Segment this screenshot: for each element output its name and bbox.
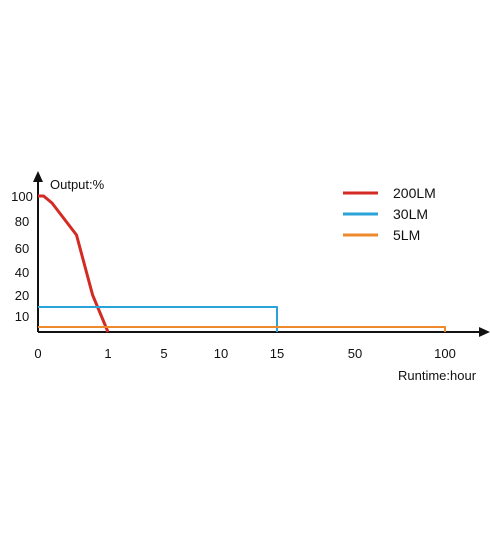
y-tick-labels: 100 80 60 40 20 10 — [11, 189, 33, 324]
x-tick-label: 100 — [434, 346, 456, 361]
x-axis-arrow — [479, 327, 490, 337]
y-axis-arrow — [33, 171, 43, 182]
y-tick-label: 20 — [15, 288, 29, 303]
y-tick-label: 60 — [15, 241, 29, 256]
legend-label: 5LM — [393, 227, 420, 243]
series-lines — [38, 194, 446, 333]
y-tick-label: 100 — [11, 189, 33, 204]
legend: 200LM 30LM 5LM — [343, 185, 436, 243]
x-tick-label: 50 — [348, 346, 362, 361]
x-tick-label: 5 — [160, 346, 167, 361]
legend-label: 200LM — [393, 185, 436, 201]
x-tick-label: 1 — [104, 346, 111, 361]
series-line-30lm — [38, 306, 278, 332]
x-tick-label: 15 — [270, 346, 284, 361]
y-axis-label: Output:% — [50, 177, 105, 192]
y-tick-label: 10 — [15, 309, 29, 324]
y-tick-label: 40 — [15, 265, 29, 280]
x-tick-label: 10 — [214, 346, 228, 361]
x-tick-labels: 0 1 5 10 15 50 100 — [34, 346, 455, 361]
x-tick-label: 0 — [34, 346, 41, 361]
x-axis-label: Runtime:hour — [398, 368, 477, 383]
series-line-200lm — [38, 194, 110, 333]
series-line-5lm — [38, 326, 446, 332]
legend-label: 30LM — [393, 206, 428, 222]
y-tick-label: 80 — [15, 214, 29, 229]
